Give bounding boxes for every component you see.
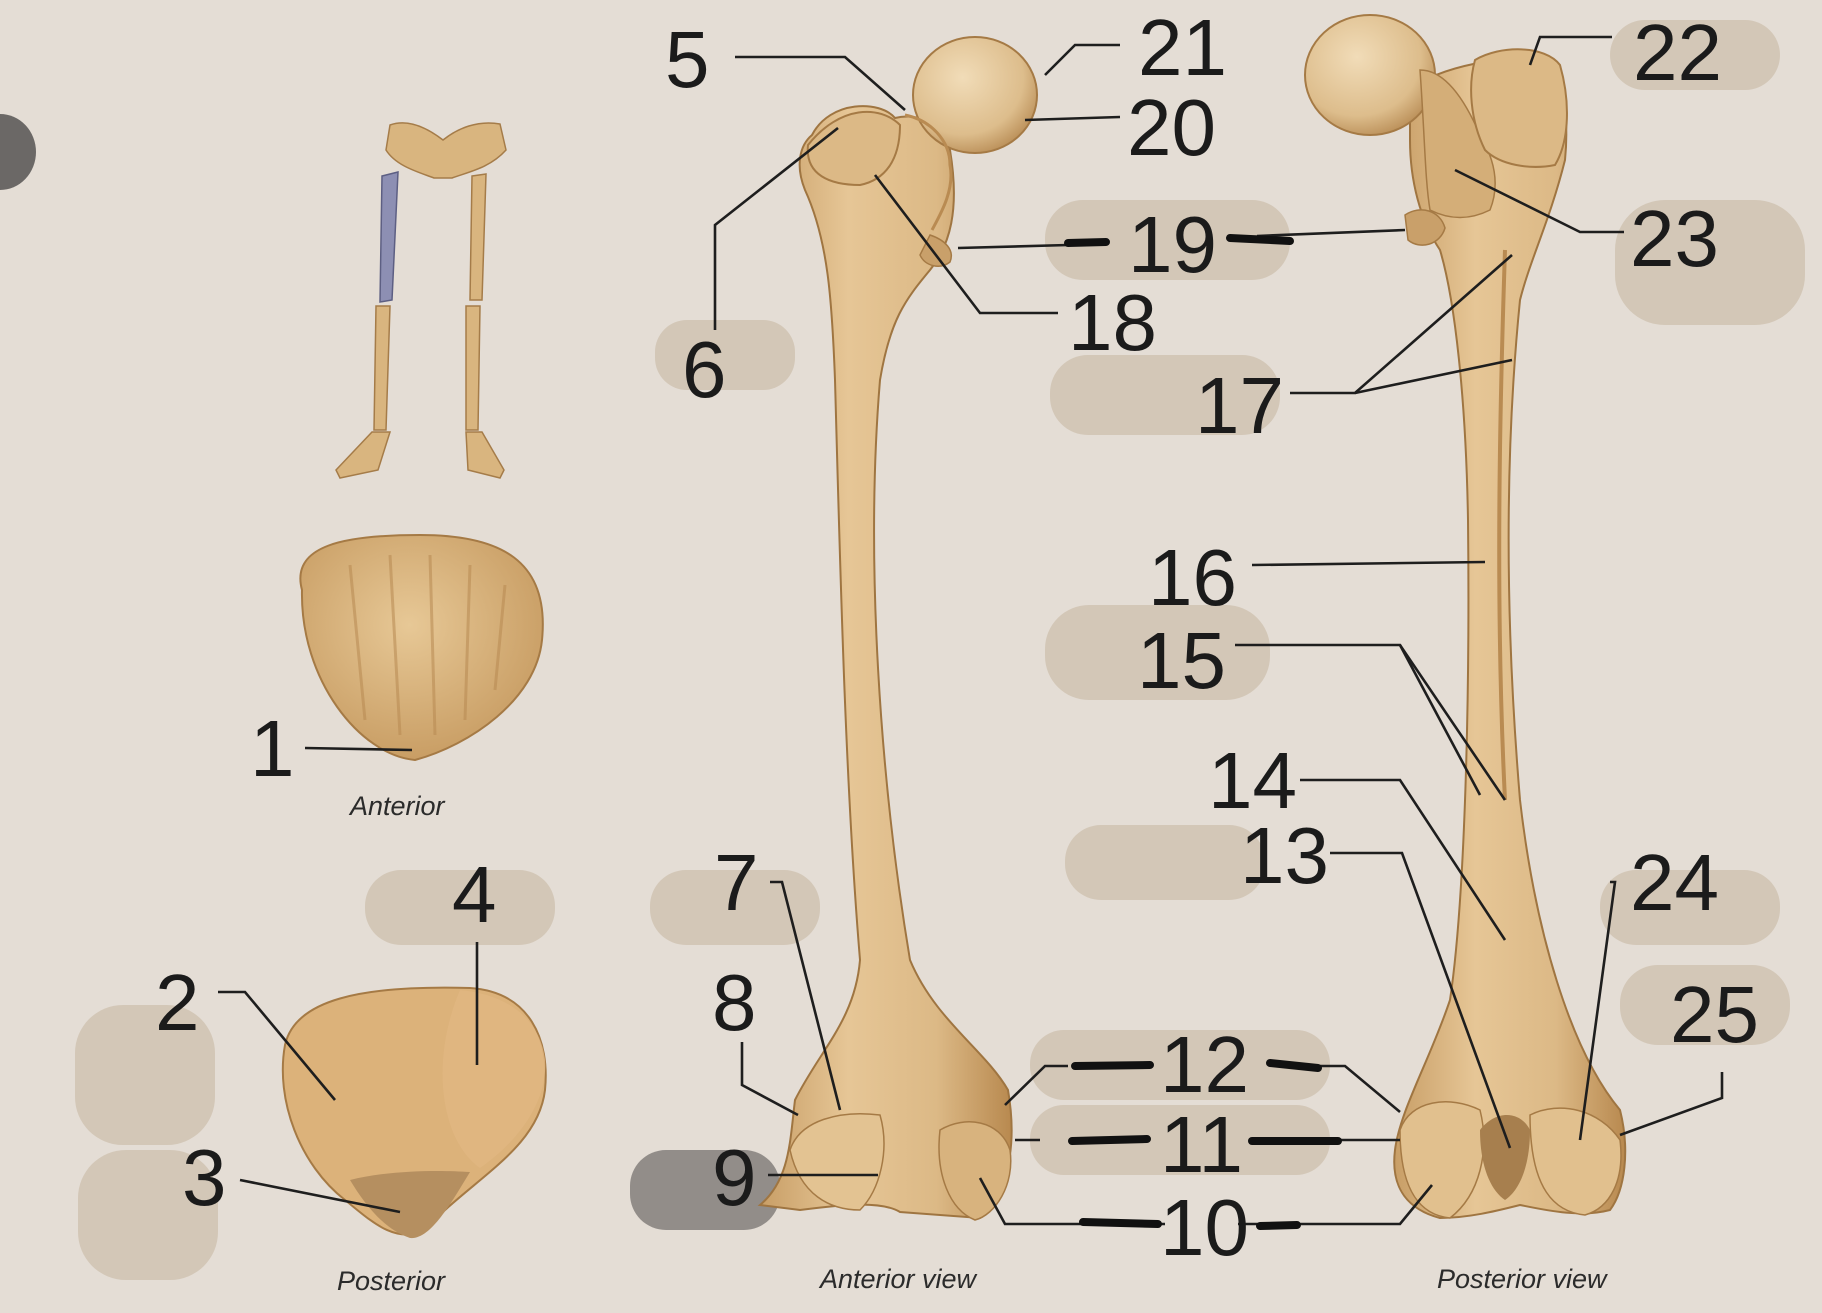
lateral-condyle-anterior: [789, 1113, 885, 1211]
label-3: 3: [182, 1133, 227, 1222]
label-2: 2: [155, 958, 200, 1047]
lesser-trochanter-posterior: [1404, 209, 1446, 246]
label-24: 24: [1630, 838, 1719, 927]
marker-strokes: [1064, 234, 1342, 1230]
lateral-condyle-posterior: [1529, 1107, 1622, 1216]
patella-lateral-facet: [442, 990, 546, 1168]
label-20: 20: [1127, 83, 1216, 172]
label-14: 14: [1208, 736, 1297, 825]
number-labels: 1 2 3 4 5 6 7 8 9 10 11 12 13 14 15 16 1…: [155, 3, 1759, 1272]
label-13: 13: [1240, 811, 1329, 900]
patella-anterior: [299, 533, 544, 762]
label-9: 9: [712, 1133, 757, 1222]
label-19: 19: [1128, 200, 1217, 289]
label-6: 6: [682, 325, 727, 414]
patella-apex: [350, 1170, 470, 1239]
caption-patella-anterior: Anterior: [348, 791, 446, 821]
left-foot: [335, 431, 392, 479]
medial-condyle-posterior: [1399, 1101, 1485, 1219]
label-7: 7: [714, 838, 759, 927]
label-18: 18: [1068, 278, 1157, 367]
label-22: 22: [1633, 8, 1722, 97]
intercondylar-fossa: [1480, 1115, 1530, 1200]
label-1: 1: [250, 704, 295, 793]
label-25: 25: [1670, 970, 1759, 1059]
label-8: 8: [712, 958, 757, 1047]
pelvis: [385, 122, 507, 179]
caption-femur-posterior: Posterior view: [1437, 1264, 1608, 1294]
femur-anterior: [757, 36, 1038, 1221]
lower-limb-locator-figure: [335, 122, 507, 479]
label-patches: [75, 20, 1805, 1280]
femur-anterior-neck-line: [904, 113, 953, 231]
binder-hole: [0, 114, 36, 190]
view-captions: Anterior Posterior Anterior view Posteri…: [337, 791, 1608, 1296]
label-23: 23: [1630, 194, 1719, 283]
caption-femur-anterior: Anterior view: [818, 1264, 978, 1294]
femur-anterior-head: [912, 36, 1038, 154]
left-tibia: [373, 305, 391, 431]
femur-posterior-head: [1304, 14, 1436, 136]
patella-anterior-texture: [348, 554, 507, 736]
label-4: 4: [452, 850, 497, 939]
linea-aspera-line: [1497, 249, 1507, 801]
label-12: 12: [1160, 1020, 1249, 1109]
greater-trochanter-posterior: [1470, 48, 1568, 168]
caption-patella-posterior: Posterior: [337, 1266, 446, 1296]
leader-lines: [218, 35, 1724, 1226]
label-11: 11: [1160, 1100, 1243, 1189]
highlighted-femur: [379, 171, 399, 303]
right-tibia: [465, 305, 481, 431]
label-16: 16: [1148, 533, 1237, 622]
medial-condyle-anterior: [938, 1121, 1012, 1221]
right-femur: [469, 173, 487, 301]
greater-trochanter-anterior: [806, 111, 902, 187]
right-foot: [465, 431, 505, 479]
label-15: 15: [1137, 616, 1226, 705]
label-21: 21: [1138, 3, 1227, 92]
label-5: 5: [665, 15, 710, 104]
label-17: 17: [1195, 361, 1284, 450]
label-10: 10: [1160, 1183, 1249, 1272]
